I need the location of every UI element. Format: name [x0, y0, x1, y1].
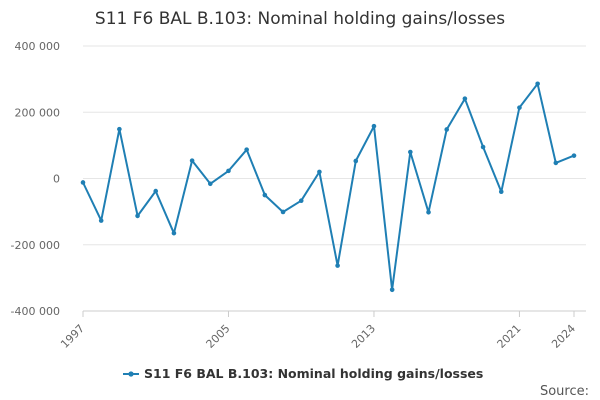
- data-point-2023: [553, 160, 559, 166]
- series-line-0: [82, 82, 575, 291]
- series-layer: [80, 81, 577, 293]
- x-tick-label-1: 2005: [204, 322, 233, 351]
- chart-title: S11 F6 BAL B.103: Nominal holding gains/…: [95, 9, 505, 29]
- data-point-2018: [462, 96, 468, 101]
- legend-label: S11 F6 BAL B.103: Nominal holding gains/…: [144, 366, 483, 381]
- x-axis: 1997 2005 2013 2021 2024: [58, 310, 586, 351]
- y-axis: 400 000 200 000 0 -200 000 -400 000: [11, 40, 60, 318]
- data-point-2011: [335, 263, 340, 268]
- data-point-2009: [298, 198, 304, 203]
- x-tick-label-3: 2021: [495, 322, 524, 351]
- data-point-2015: [408, 149, 413, 155]
- data-point-2019: [480, 144, 486, 150]
- y-tick-label-4: -400 000: [11, 305, 60, 318]
- x-tick-label-4: 2024: [549, 322, 578, 351]
- data-point-2007: [262, 192, 268, 198]
- data-point-2024: [571, 153, 577, 158]
- gridlines: [83, 45, 586, 312]
- data-point-2014: [389, 287, 395, 293]
- data-point-2012: [353, 158, 359, 164]
- data-point-2008: [280, 209, 286, 215]
- data-point-2013: [371, 123, 377, 129]
- data-point-2001: [153, 188, 159, 194]
- data-point-2002: [171, 230, 177, 236]
- legend[interactable]: S11 F6 BAL B.103: Nominal holding gains/…: [123, 366, 483, 381]
- data-point-1999: [117, 126, 122, 132]
- legend-swatch-marker: [128, 371, 134, 377]
- data-point-2000: [135, 213, 140, 219]
- data-point-2016: [426, 209, 431, 215]
- data-point-2020: [498, 189, 504, 195]
- data-point-2021: [517, 105, 522, 110]
- data-point-2010: [317, 169, 322, 175]
- data-point-1998: [98, 218, 104, 223]
- y-tick-label-2: 0: [53, 173, 60, 186]
- data-point-2005: [226, 168, 231, 174]
- y-tick-label-1: 200 000: [15, 106, 61, 119]
- source-label: Source:: [540, 384, 589, 399]
- x-tick-label-0: 1997: [58, 322, 87, 351]
- y-tick-label-3: -200 000: [11, 239, 60, 252]
- x-tick-label-2: 2013: [349, 322, 378, 351]
- data-point-2022: [535, 81, 540, 87]
- data-point-2017: [444, 127, 450, 132]
- data-point-2006: [244, 147, 249, 152]
- data-point-1997: [80, 180, 86, 185]
- data-point-2004: [207, 181, 213, 187]
- y-tick-label-0: 400 000: [15, 40, 61, 53]
- data-point-2003: [189, 158, 195, 163]
